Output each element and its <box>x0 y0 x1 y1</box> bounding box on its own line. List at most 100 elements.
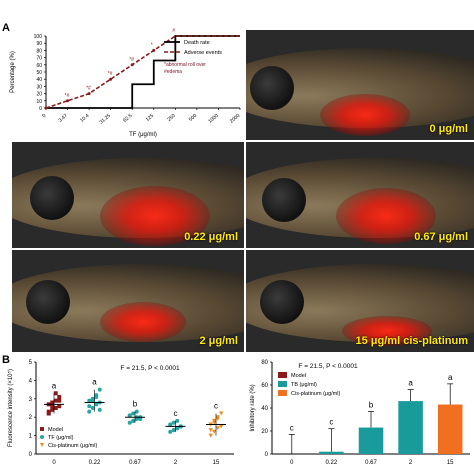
adverse-point <box>44 106 48 110</box>
zebrafish-image-1: 0.22 μg/ml <box>12 142 244 248</box>
panel-letter-a: A <box>2 22 10 34</box>
significance-letter: c <box>214 402 218 411</box>
data-point <box>57 398 62 403</box>
y-tick-label: 60 <box>36 63 42 69</box>
bar <box>358 427 384 454</box>
data-point <box>94 394 99 399</box>
data-point <box>134 409 139 414</box>
x-tick-label: 15 <box>213 460 220 466</box>
legend-adverse-label: Adverse events <box>184 50 222 56</box>
y-tick-label: 90 <box>36 41 42 47</box>
zebrafish-image-0: 0 μg/ml <box>246 30 474 140</box>
data-point <box>219 411 224 416</box>
y-axis-label: Fluorescence intensity (×10⁵) <box>7 369 14 447</box>
data-point <box>131 418 136 423</box>
bar <box>319 451 344 454</box>
adverse-point <box>66 99 70 103</box>
x-tick-label: 2 <box>174 460 178 466</box>
panel-letter-b: B <box>2 354 10 366</box>
data-point <box>50 404 55 409</box>
zebrafish-image-2: 0.67 μg/ml <box>246 142 474 248</box>
significance-letter: c <box>329 418 333 427</box>
x-tick-label: 31.25 <box>99 113 113 126</box>
data-point <box>168 422 173 427</box>
y-tick-label: 0 <box>39 106 42 112</box>
data-point <box>50 400 55 405</box>
legend-label: TB (μg/ml) <box>291 382 317 388</box>
annotation-mark: *# <box>108 71 113 77</box>
legend-death-label: Death rate <box>184 40 210 46</box>
x-tick-label: 62.5 <box>122 113 133 124</box>
y-tick-label: 60 <box>261 383 268 389</box>
significance-letter: b <box>369 400 374 409</box>
y-tick-label: 4 <box>29 378 33 384</box>
data-point <box>87 404 92 409</box>
data-point <box>219 424 224 429</box>
x-tick-label: 0.67 <box>365 460 377 466</box>
annotation-mark: *# <box>65 93 70 99</box>
data-point <box>171 428 176 433</box>
annotation-mark: *# <box>86 86 91 92</box>
significance-letter: c <box>290 423 294 432</box>
x-tick-label: 2000 <box>229 113 242 125</box>
significance-letter: b <box>133 400 138 409</box>
y-tick-label: 1 <box>29 434 33 440</box>
data-point <box>215 426 220 431</box>
legend-label: Model <box>291 373 306 379</box>
legend-swatch <box>278 381 287 387</box>
data-point <box>53 391 58 396</box>
y-tick-label: 0 <box>265 452 269 458</box>
zebrafish-image-4: 15 μg/ml cis-platinum <box>246 250 474 352</box>
data-point <box>57 394 62 399</box>
data-point <box>90 398 95 403</box>
data-point <box>87 409 92 414</box>
legend-note: #edema <box>164 69 182 75</box>
x-tick-label: 0.22 <box>89 460 101 466</box>
fish-label-4: 15 μg/ml cis-platinum <box>355 335 468 347</box>
x-tick-label: 0 <box>52 460 56 466</box>
adverse-events-line <box>45 35 240 109</box>
data-point <box>208 428 213 433</box>
significance-letter: a <box>408 379 413 388</box>
zebrafish-image-3: 2 μg/ml <box>12 250 244 352</box>
data-point <box>175 418 180 423</box>
data-point <box>97 387 102 392</box>
x-tick-label: 0.67 <box>129 460 141 466</box>
data-point <box>57 404 62 409</box>
fish-label-3: 2 μg/ml <box>199 335 238 347</box>
y-tick-label: 40 <box>36 77 42 83</box>
y-axis-label: Inhibitory rate (%) <box>250 384 256 431</box>
fish-label-1: 0.22 μg/ml <box>184 231 238 243</box>
data-point <box>90 406 95 410</box>
x-tick-label: 15 <box>447 460 454 466</box>
bar <box>398 401 423 454</box>
adverse-point <box>130 63 134 67</box>
legend-swatch <box>40 443 44 447</box>
y-tick-label: 80 <box>36 48 42 54</box>
data-point <box>131 411 136 416</box>
y-tick-label: 2 <box>29 415 33 421</box>
adverse-point <box>109 77 113 81</box>
x-tick-label: 1000 <box>207 113 220 125</box>
y-tick-label: 100 <box>34 34 43 40</box>
y-tick-label: 3 <box>29 397 33 403</box>
x-tick-label: 10.4 <box>79 113 90 124</box>
legend-note: *abnormal roll over <box>164 62 206 68</box>
legend-label: Cis-platinum (μg/ml) <box>291 391 340 397</box>
x-tick-label: 250 <box>166 113 176 123</box>
y-tick-label: 80 <box>261 360 268 366</box>
y-tick-label: 30 <box>36 84 42 90</box>
data-point <box>127 413 132 418</box>
y-tick-label: 5 <box>29 360 33 366</box>
x-tick-label: 3.47 <box>58 113 69 124</box>
x-tick-label: 500 <box>188 113 198 123</box>
legend-swatch <box>40 427 44 431</box>
adverse-point <box>87 92 91 96</box>
data-point <box>97 407 102 412</box>
adverse-point <box>152 48 156 52</box>
significance-letter: a <box>448 373 453 382</box>
data-point <box>127 420 132 425</box>
data-point <box>53 398 58 403</box>
data-point <box>212 429 217 434</box>
